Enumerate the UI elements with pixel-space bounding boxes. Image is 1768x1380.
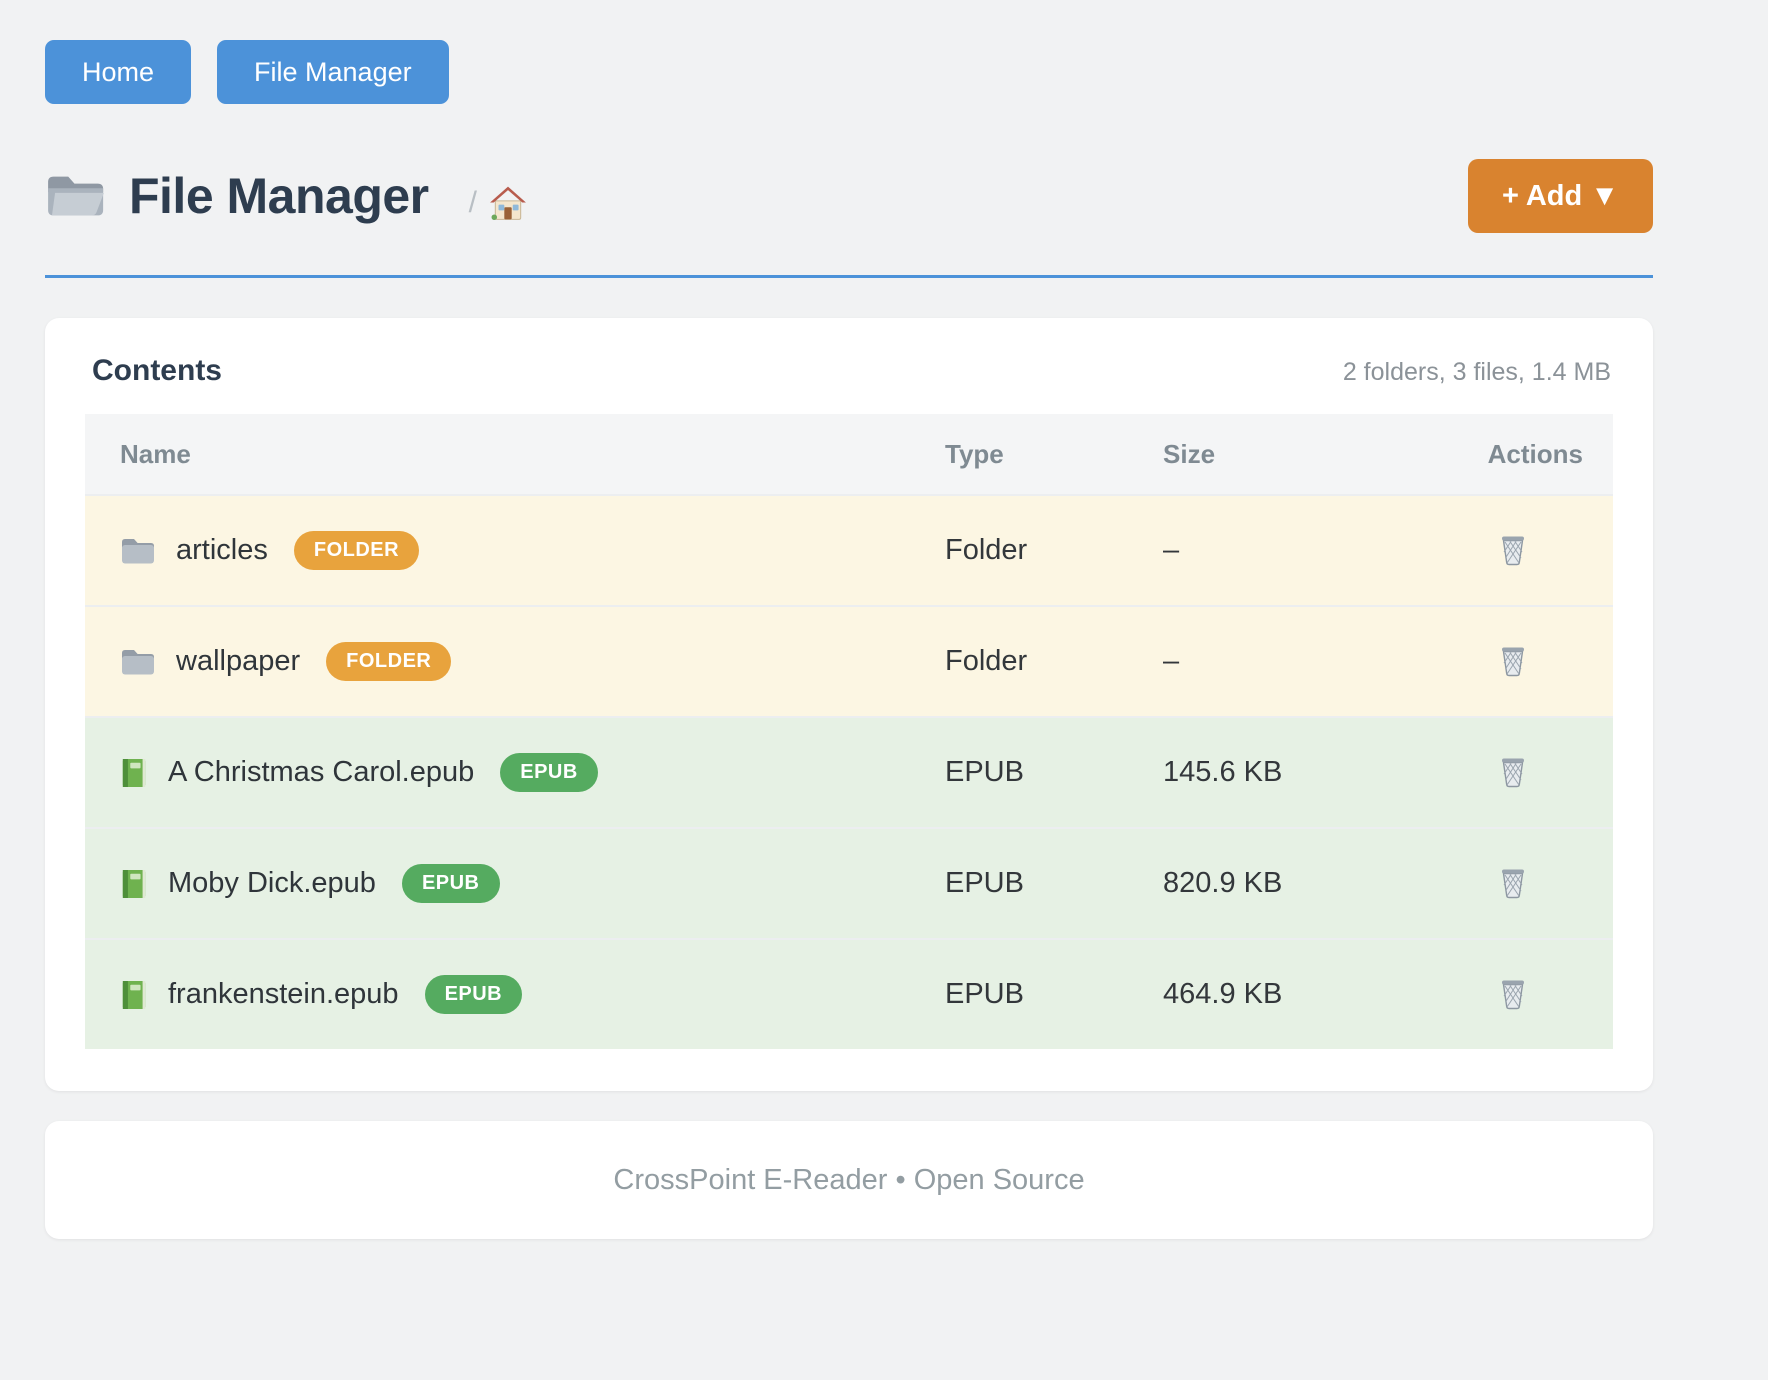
type-badge: EPUB [401, 864, 500, 903]
column-header-size: Size [1163, 438, 1216, 469]
breadcrumb-separator: / [468, 186, 477, 219]
footer: CrossPoint E-Reader • Open Source [45, 1121, 1653, 1239]
type-cell: EPUB [945, 756, 1024, 788]
folder-icon [120, 647, 156, 677]
top-nav: Home File Manager [45, 40, 1653, 104]
contents-title: Contents [92, 354, 222, 387]
breadcrumb: / [469, 185, 527, 221]
file-table: Name Type Size Actions articles FOLDER [85, 414, 1613, 1049]
table-row-christmas-carol[interactable]: A Christmas Carol.epub EPUB EPUB 145.6 K… [85, 716, 1613, 827]
delete-button[interactable] [1490, 972, 1536, 1017]
type-badge: FOLDER [293, 531, 420, 570]
folder-icon [120, 536, 156, 566]
size-cell: – [1163, 534, 1180, 566]
delete-button[interactable] [1490, 750, 1536, 795]
home-button[interactable]: Home [45, 40, 192, 104]
size-cell: 464.9 KB [1163, 978, 1283, 1010]
type-cell: Folder [945, 534, 1028, 566]
add-button[interactable]: + Add ▼ [1467, 159, 1653, 233]
title-group: File Manager / [45, 167, 1468, 225]
table-row-wallpaper[interactable]: wallpaper FOLDER Folder – [85, 605, 1613, 716]
type-badge: EPUB [424, 975, 523, 1014]
type-badge: EPUB [500, 753, 598, 792]
file-name[interactable]: frankenstein.epub [168, 978, 399, 1010]
table-row-moby-dick[interactable]: Moby Dick.epub EPUB EPUB 820.9 KB [85, 827, 1613, 938]
column-header-type: Type [945, 438, 1004, 469]
page-container: Home File Manager File Manager / [45, 0, 1653, 1239]
page-title: File Manager [129, 168, 429, 224]
file-name[interactable]: articles [176, 534, 268, 566]
home-icon[interactable] [489, 185, 527, 221]
column-header-actions: Actions [1487, 438, 1583, 469]
book-icon [120, 757, 148, 789]
size-cell: 820.9 KB [1163, 867, 1283, 899]
page-header: File Manager / + Add ▼ [45, 159, 1653, 233]
file-name[interactable]: wallpaper [176, 645, 301, 677]
type-badge: FOLDER [326, 642, 452, 681]
type-cell: EPUB [945, 978, 1024, 1010]
accent-divider [45, 275, 1653, 278]
delete-button[interactable] [1490, 528, 1536, 573]
size-cell: – [1163, 645, 1180, 677]
table-header-row: Name Type Size Actions [85, 414, 1613, 494]
size-cell: 145.6 KB [1163, 756, 1283, 788]
contents-summary: 2 folders, 3 files, 1.4 MB [1342, 358, 1611, 386]
footer-text: CrossPoint E-Reader • Open Source [613, 1163, 1085, 1196]
file-name[interactable]: A Christmas Carol.epub [168, 756, 475, 788]
book-icon [120, 868, 148, 900]
contents-header: Contents 2 folders, 3 files, 1.4 MB [85, 354, 1613, 388]
table-row-articles[interactable]: articles FOLDER Folder – [85, 494, 1613, 605]
open-folder-icon [45, 170, 107, 222]
table-row-frankenstein[interactable]: frankenstein.epub EPUB EPUB 464.9 KB [85, 938, 1613, 1049]
type-cell: Folder [945, 645, 1028, 677]
file-name[interactable]: Moby Dick.epub [168, 867, 376, 899]
delete-button[interactable] [1490, 639, 1536, 684]
book-icon [120, 979, 148, 1011]
delete-button[interactable] [1490, 861, 1536, 906]
contents-card: Contents 2 folders, 3 files, 1.4 MB Name… [45, 318, 1653, 1091]
column-header-name: Name [120, 438, 191, 469]
type-cell: EPUB [945, 867, 1024, 899]
file-manager-button[interactable]: File Manager [217, 40, 449, 104]
